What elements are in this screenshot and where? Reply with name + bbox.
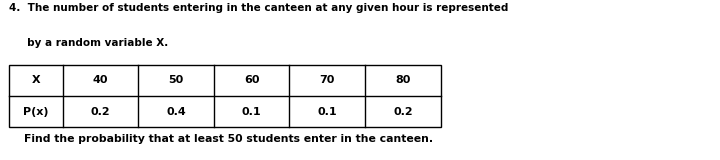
Text: X: X — [32, 75, 40, 85]
Text: 0.4: 0.4 — [166, 107, 186, 117]
Text: 0.1: 0.1 — [242, 107, 261, 117]
Text: 0.1: 0.1 — [318, 107, 337, 117]
Text: Find the probability that at least 50 students enter in the canteen.: Find the probability that at least 50 st… — [9, 134, 433, 144]
Text: 0.2: 0.2 — [91, 107, 110, 117]
Text: 80: 80 — [395, 75, 410, 85]
Text: 70: 70 — [320, 75, 335, 85]
Text: 50: 50 — [168, 75, 184, 85]
Text: by a random variable X.: by a random variable X. — [9, 38, 168, 48]
Text: 4.  The number of students entering in the canteen at any given hour is represen: 4. The number of students entering in th… — [9, 3, 508, 13]
Text: 60: 60 — [244, 75, 259, 85]
Text: 40: 40 — [93, 75, 108, 85]
Text: 0.2: 0.2 — [393, 107, 413, 117]
Text: P(x): P(x) — [23, 107, 48, 117]
